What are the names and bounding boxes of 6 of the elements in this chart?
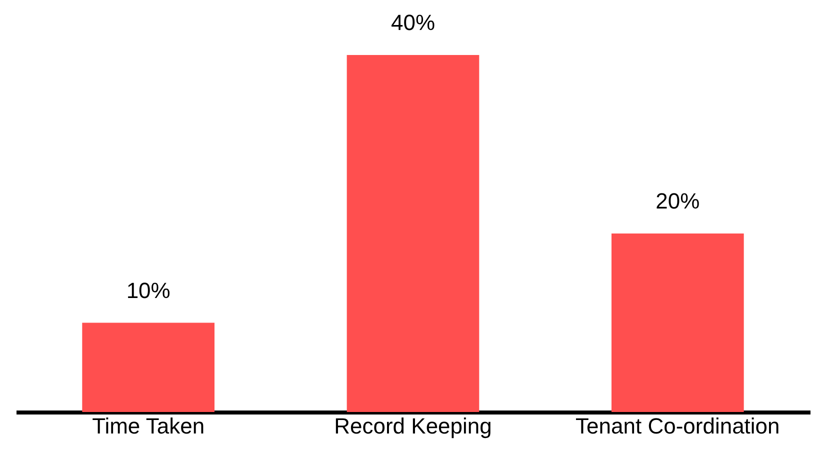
data-label: 40% xyxy=(390,10,436,35)
data-label: 10% xyxy=(126,278,170,303)
data-label: 20% xyxy=(656,188,700,214)
x-tick-label: Tenant Co-ordination xyxy=(576,414,780,438)
x-tick-label: Time Taken xyxy=(92,414,205,438)
x-tick-label: Record Keeping xyxy=(334,414,492,438)
